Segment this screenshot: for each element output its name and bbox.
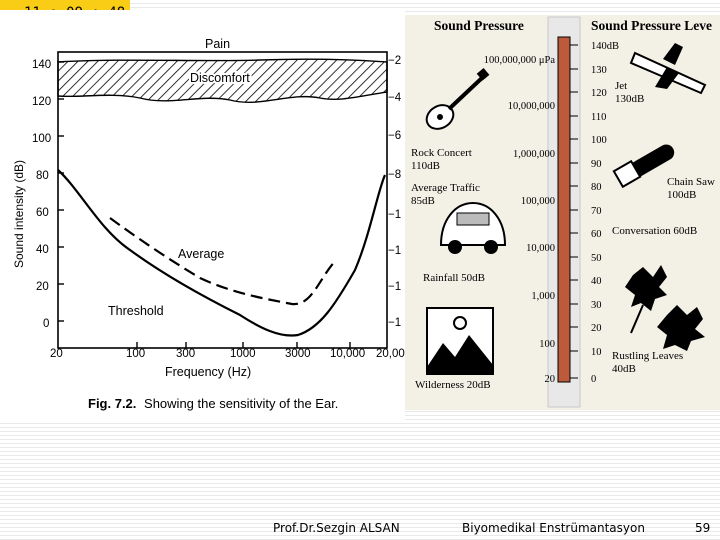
page-number: 59 bbox=[695, 521, 711, 535]
sound-pressure-level-heading: Sound Pressure Leve bbox=[591, 18, 712, 33]
pressure-tick: 100,000 bbox=[521, 196, 555, 207]
pressure-tick: 100 bbox=[539, 339, 555, 350]
traffic-db: 85dB bbox=[411, 195, 435, 207]
mountain-icon bbox=[426, 307, 494, 375]
pressure-tick: 10,000 bbox=[526, 243, 555, 254]
pressure-tick: 20 bbox=[545, 374, 556, 385]
y-axis-ticks: 140 120 100 80 60 40 20 0 bbox=[32, 59, 51, 330]
y-tick: 20 bbox=[36, 281, 49, 293]
footer-course: Biyomedikal Enstrümantasyon bbox=[462, 521, 645, 535]
db-tick: 70 bbox=[591, 206, 602, 217]
sound-pressure-heading: Sound Pressure bbox=[434, 18, 524, 33]
ear-sensitivity-plot: Pain Discomfort Average Threshold 140 12… bbox=[12, 37, 405, 411]
y-tick: 40 bbox=[36, 244, 49, 256]
right-tick: −6 bbox=[388, 130, 401, 142]
right-tick: −8 bbox=[388, 169, 401, 181]
right-tick: −1 bbox=[388, 281, 401, 293]
db-tick: 100 bbox=[591, 135, 607, 146]
rustling-leaves-db: 40dB bbox=[612, 363, 636, 375]
db-tick: 50 bbox=[591, 253, 602, 264]
chainsaw-label: Chain Saw bbox=[667, 176, 715, 188]
x-axis-ticks: 20 100 300 1000 3000 10,000 20,00 bbox=[50, 348, 405, 360]
sound-pressure-figure: Sound Pressure Sound Pressure Leve 100,0… bbox=[405, 15, 720, 410]
right-tick: −2 bbox=[388, 55, 401, 67]
jet-db: 130dB bbox=[615, 93, 644, 105]
discomfort-band bbox=[57, 58, 388, 103]
db-tick: 110 bbox=[591, 112, 606, 123]
y-tick-marks bbox=[58, 61, 64, 322]
threshold-curve bbox=[57, 169, 386, 337]
pressure-tick: 1,000 bbox=[531, 291, 555, 302]
y-axis-label: Sound intensity (dB) bbox=[12, 160, 26, 268]
average-label: Average bbox=[178, 247, 224, 261]
pressure-ticks: 100,000,000 μPa 10,000,000 1,000,000 100… bbox=[484, 55, 556, 385]
jet-label: Jet bbox=[615, 80, 627, 92]
pressure-tick: 100,000,000 μPa bbox=[484, 55, 556, 66]
threshold-label: Threshold bbox=[108, 304, 164, 318]
db-tick: 90 bbox=[591, 159, 602, 170]
right-tick: −1 bbox=[388, 245, 401, 257]
db-tick: 0 bbox=[591, 374, 596, 385]
plot-frame bbox=[57, 51, 388, 349]
chainsaw-db: 100dB bbox=[667, 189, 696, 201]
x-tick: 3000 bbox=[285, 348, 311, 360]
right-tick: −1 bbox=[388, 209, 401, 221]
y-tick: 140 bbox=[32, 59, 51, 71]
x-tick: 300 bbox=[176, 348, 195, 360]
db-tick: 30 bbox=[591, 300, 602, 311]
x-tick: 10,000 bbox=[330, 348, 365, 360]
wilderness-label: Wilderness 20dB bbox=[415, 379, 491, 391]
db-tick: 80 bbox=[591, 182, 602, 193]
rainfall-label: Rainfall 50dB bbox=[423, 272, 485, 284]
y-tick: 0 bbox=[43, 318, 49, 330]
discomfort-label: Discomfort bbox=[190, 71, 250, 85]
db-tick: 10 bbox=[591, 347, 602, 358]
pain-label: Pain bbox=[205, 37, 230, 51]
right-tick: −1 bbox=[388, 317, 401, 329]
caption-figure-number: Fig. 7.2. bbox=[88, 396, 136, 411]
db-tick: 60 bbox=[591, 229, 602, 240]
x-tick-marks bbox=[136, 342, 351, 348]
figure-caption: Fig. 7.2. Showing the sensitivity of the… bbox=[88, 396, 338, 411]
y-tick: 120 bbox=[32, 96, 51, 108]
right-tick: −4 bbox=[388, 92, 402, 104]
caption-text: Showing the sensitivity of the Ear. bbox=[144, 396, 338, 411]
db-tick-marks bbox=[570, 44, 578, 379]
x-tick: 20 bbox=[50, 348, 63, 360]
average-curve bbox=[109, 217, 337, 306]
right-axis-ticks: −2 −4 −6 −8 −1 −1 −1 −1 bbox=[388, 55, 402, 329]
chainsaw-icon bbox=[612, 144, 675, 189]
db-tick: 120 bbox=[591, 88, 607, 99]
y-tick: 100 bbox=[32, 133, 51, 145]
rustling-leaves-label: Rustling Leaves bbox=[612, 350, 683, 362]
db-ticks: 140dB 130 120 110 100 90 80 70 60 50 40 … bbox=[591, 41, 619, 385]
rock-concert-label: Rock Concert bbox=[411, 147, 472, 159]
pressure-bar bbox=[557, 36, 571, 383]
x-axis-label: Frequency (Hz) bbox=[165, 365, 251, 379]
ear-sensitivity-figure: Pain Discomfort Average Threshold 140 12… bbox=[0, 10, 405, 420]
conversation-label: Conversation 60dB bbox=[612, 225, 697, 237]
rock-concert-db: 110dB bbox=[411, 160, 440, 172]
db-tick: 130 bbox=[591, 65, 607, 76]
y-tick: 60 bbox=[36, 207, 49, 219]
guitar-icon bbox=[425, 67, 490, 130]
x-tick: 1000 bbox=[230, 348, 256, 360]
y-tick: 80 bbox=[36, 170, 49, 182]
airplane-icon bbox=[629, 43, 707, 95]
car-icon bbox=[439, 201, 507, 254]
traffic-label: Average Traffic bbox=[411, 182, 480, 194]
db-tick: 40 bbox=[591, 276, 602, 287]
pressure-tick: 10,000,000 bbox=[508, 101, 555, 112]
x-tick: 100 bbox=[126, 348, 145, 360]
x-tick: 20,00 bbox=[376, 348, 405, 360]
db-tick: 20 bbox=[591, 323, 602, 334]
footer-author: Prof.Dr.Sezgin ALSAN bbox=[273, 521, 400, 535]
sound-pressure-illustration: Sound Pressure Sound Pressure Leve 100,0… bbox=[411, 16, 715, 408]
leaf-icon bbox=[625, 265, 705, 351]
pressure-tick: 1,000,000 bbox=[513, 149, 555, 160]
db-tick: 140dB bbox=[591, 41, 619, 52]
